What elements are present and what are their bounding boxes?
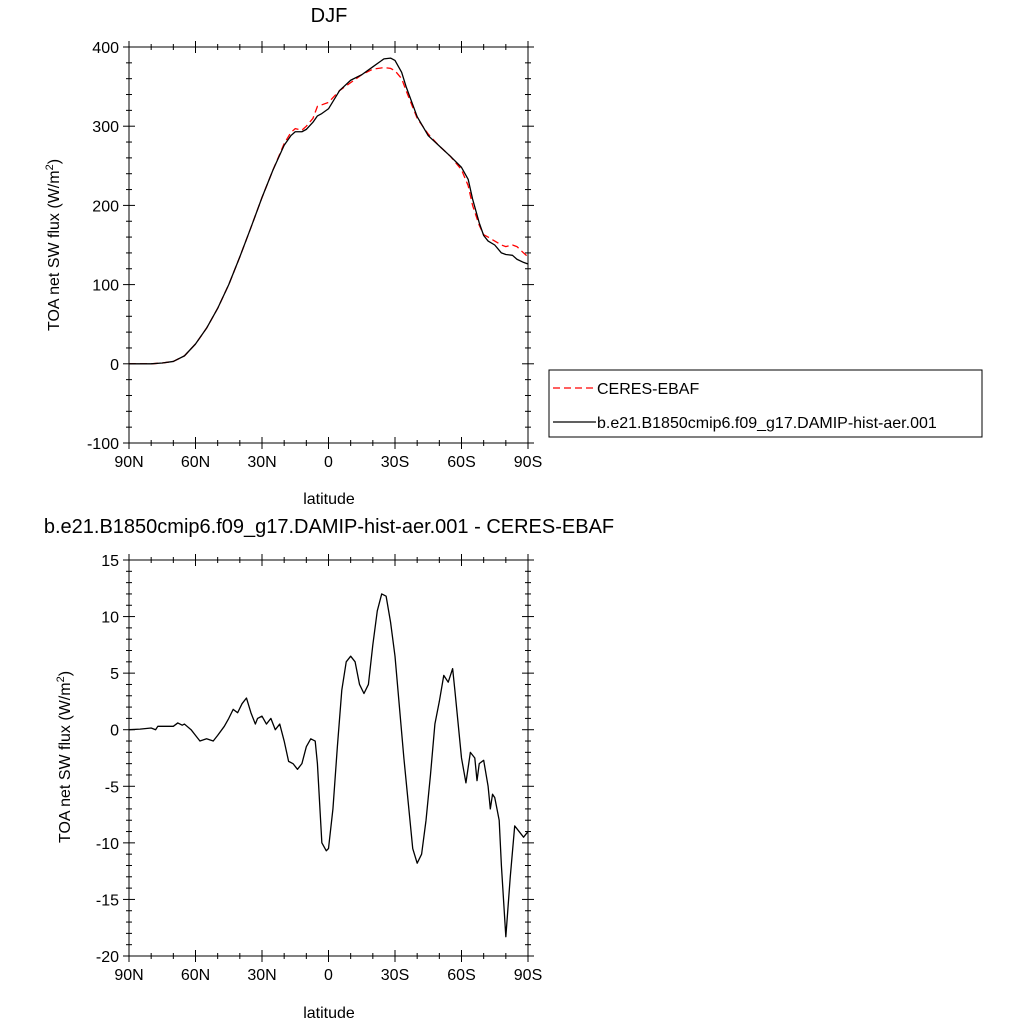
y-tick-label-0: -100 (87, 436, 119, 453)
top-x-axis-label: latitude (303, 491, 355, 508)
x-tick-label-1: 60S (447, 967, 475, 984)
bottom-plot-area: 90N 60N 30N 0 30S 60S 90S -20 -15 -10 -5 0 5 10 15 (96, 553, 542, 984)
y-tick-label-0: 400 (92, 40, 119, 57)
top-chart-title: DJF (311, 5, 348, 27)
x-tick-label-1: 30N (247, 967, 276, 984)
y-tick-label-0: 300 (92, 119, 119, 136)
bottom-x-axis-label: latitude (303, 1005, 355, 1022)
y-tick-label-0: 0 (110, 357, 119, 374)
top-y-axis-label: TOA net SW flux (W/m2) (44, 159, 63, 331)
top-y-axis-label-close: ) (46, 159, 63, 164)
x-tick-label-0: 0 (324, 454, 333, 471)
top-plot-area: 90N 60N 30N 0 30S 60S 90S -100 0 100 200 300 400 (87, 40, 542, 471)
y-tick-label-0: 200 (92, 198, 119, 215)
bottom-chart-panel: b.e21.B1850cmip6.f09_g17.DAMIP-hist-aer.… (44, 516, 614, 1022)
x-tick-label-1: 90N (114, 967, 143, 984)
x-tick-label-0: 60S (447, 454, 475, 471)
series-line-0-1 (129, 57, 529, 365)
legend-box (548, 369, 983, 438)
top-y-axis-label-superscript: 2 (44, 164, 56, 170)
x-tick-label-1: 0 (324, 967, 333, 984)
top-y-axis-label-main: TOA net SW flux (W/m (46, 170, 63, 331)
bottom-y-axis-label: TOA net SW flux (W/m2) (55, 671, 74, 843)
y-tick-label-1: -10 (96, 836, 119, 853)
legend: CERES-EBAF b.e21.B1850cmip6.f09_g17.DAMI… (548, 369, 983, 438)
x-tick-label-0: 60N (181, 454, 210, 471)
bottom-y-axis-label-superscript: 2 (55, 676, 67, 682)
y-tick-label-1: -20 (96, 949, 119, 966)
y-tick-label-1: 5 (110, 666, 119, 683)
y-tick-label-0: 100 (92, 278, 119, 295)
bottom-chart-title: b.e21.B1850cmip6.f09_g17.DAMIP-hist-aer.… (44, 516, 614, 538)
bottom-y-axis-label-close: ) (57, 671, 74, 676)
x-tick-label-1: 90S (514, 967, 542, 984)
series-line-0-0 (129, 66, 529, 365)
y-tick-label-1: -5 (105, 779, 119, 796)
plot-frame-1 (128, 559, 529, 957)
x-tick-label-0: 30S (381, 454, 409, 471)
series-line-1-0 (128, 593, 529, 938)
y-tick-label-1: 0 (110, 723, 119, 740)
x-tick-label-0: 90S (514, 454, 542, 471)
plot-frame-0 (128, 46, 529, 444)
x-tick-label-0: 90N (114, 454, 143, 471)
bottom-y-axis-label-main: TOA net SW flux (W/m (57, 682, 74, 843)
y-tick-label-1: 10 (101, 610, 119, 627)
top-chart-panel: DJF 90N 60N 30N 0 30S 60S 90S -100 0 100 200 300 400… (44, 5, 542, 508)
legend-label-model: b.e21.B1850cmip6.f09_g17.DAMIP-hist-aer.… (597, 415, 937, 432)
x-tick-label-1: 60N (181, 967, 210, 984)
x-tick-label-0: 30N (247, 454, 276, 471)
y-tick-label-1: 15 (101, 553, 119, 570)
legend-label-ceres-ebaf: CERES-EBAF (597, 381, 699, 398)
x-tick-label-1: 30S (381, 967, 409, 984)
y-tick-label-1: -15 (96, 892, 119, 909)
